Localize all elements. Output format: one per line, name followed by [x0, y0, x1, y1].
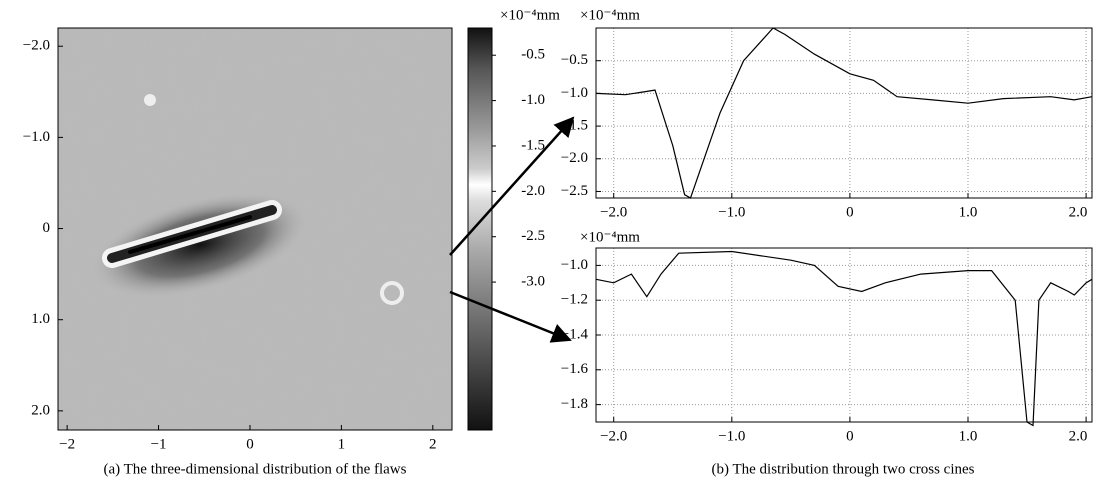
y-tick-label: 0	[43, 220, 51, 236]
x-tick-label: 2.0	[1069, 428, 1088, 444]
x-tick-label: −2	[59, 436, 75, 452]
x-tick-label: 1.0	[959, 204, 978, 220]
x-tick-label: 2.0	[1069, 204, 1088, 220]
y-tick-label: −1.0	[561, 257, 588, 273]
y-tick-label: −2.5	[561, 183, 588, 199]
y-tick-label: −0.5	[561, 52, 588, 68]
x-tick-label: 0	[246, 436, 254, 452]
colorbar-unit: ×10⁻⁴mm	[500, 7, 560, 23]
data-line	[595, 27, 1093, 199]
colorbar-tick-label: -2.0	[521, 183, 545, 199]
arrow	[449, 290, 572, 343]
x-tick-label: −2.0	[600, 204, 627, 220]
y-tick-label: −1.6	[561, 361, 589, 377]
x-tick-label: 1	[338, 436, 346, 452]
arrow	[449, 116, 575, 256]
colorbar-tick-label: -0.5	[521, 47, 545, 63]
x-tick-label: 1.0	[959, 428, 978, 444]
y-tick-label: 1.0	[31, 311, 50, 327]
plot-frame	[595, 247, 1093, 423]
y-tick-label: 2.0	[31, 402, 50, 418]
y-tick-label: −1.8	[561, 396, 588, 412]
y-tick-label: −2.0	[561, 150, 588, 166]
y-tick-label: −1.0	[561, 85, 588, 101]
unit-label: ×10⁻⁴mm	[580, 7, 640, 23]
unit-label: ×10⁻⁴mm	[580, 229, 640, 245]
y-tick-label: −1.0	[23, 129, 50, 145]
y-tick-label: −1.2	[561, 292, 588, 308]
plot-frame	[595, 27, 1093, 199]
colorbar-tick-label: -2.5	[521, 228, 545, 244]
colorbar-tick-label: -3.0	[521, 274, 545, 290]
y-tick-label: −1.5	[561, 118, 588, 134]
x-tick-label: −2.0	[600, 428, 627, 444]
colorbar-tick-label: -1.0	[521, 92, 545, 108]
colorbar-tick-label: -1.5	[521, 137, 545, 153]
caption: (a) The three-dimensional distribution o…	[104, 461, 407, 477]
x-tick-label: −1.0	[718, 204, 745, 220]
y-tick-label: −1.4	[561, 326, 589, 342]
flaw-image	[58, 28, 452, 430]
y-tick-label: −2.0	[23, 38, 50, 54]
caption: (b) The distribution through two cross c…	[711, 461, 974, 477]
x-tick-label: 0	[846, 428, 854, 444]
x-tick-label: 0	[846, 204, 854, 220]
x-tick-label: −1.0	[718, 428, 745, 444]
data-line	[595, 250, 1093, 427]
x-tick-label: −1	[151, 436, 167, 452]
x-tick-label: 2	[429, 436, 437, 452]
colorbar	[467, 27, 493, 431]
